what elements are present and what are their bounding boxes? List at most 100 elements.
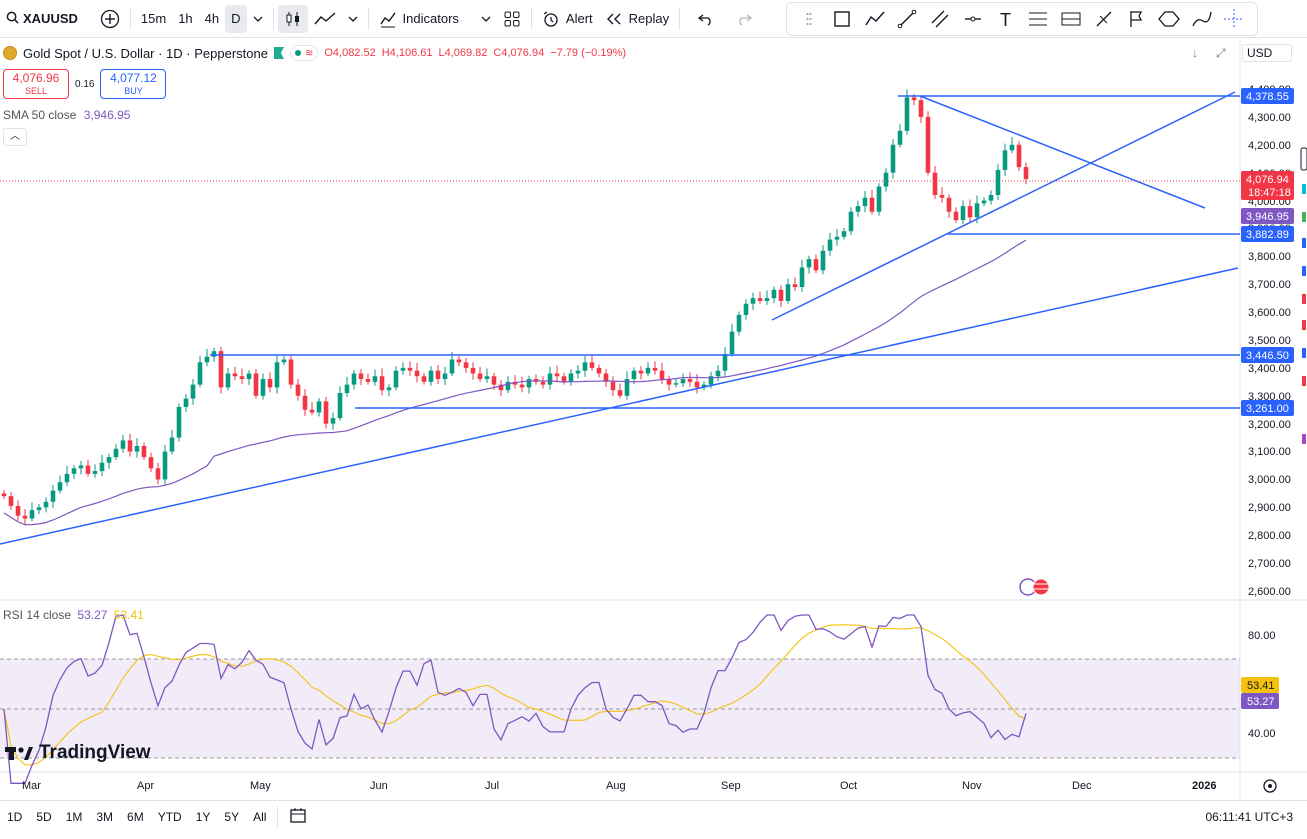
channel-tool-icon[interactable] [928, 7, 952, 31]
brush-tool-icon[interactable] [1190, 7, 1214, 31]
time-axis[interactable]: Mar Apr May Jun Jul Aug Sep Oct Nov Dec … [22, 780, 1216, 792]
candle-body [680, 379, 686, 384]
chart-legend: Gold Spot / U.S. Dollar · 1D · Peppersto… [3, 45, 626, 61]
range-5d[interactable]: 5D [36, 809, 52, 824]
trend-line-icon[interactable] [895, 7, 919, 31]
compare-symbol-button[interactable] [94, 5, 126, 33]
indicators-button[interactable]: Indicators [373, 5, 497, 33]
drag-handle[interactable] [797, 7, 821, 31]
range-3m[interactable]: 3M [96, 809, 114, 824]
horizontal-line-icon[interactable] [961, 7, 985, 31]
price-tags: 4,378.55 4,076.94 18:47:18 3,946.95 3,88… [1241, 88, 1294, 709]
indicators-icon [379, 12, 396, 27]
alert-button[interactable]: Alert [536, 5, 599, 33]
buy-button[interactable]: 4,077.12 BUY [100, 69, 167, 99]
tradingview-logo[interactable]: TradingView [5, 742, 151, 764]
tag-last-price: 4,076.94 [1246, 174, 1289, 186]
price-tick: 4,400.00 [1248, 84, 1291, 96]
candles-chart-type-button[interactable] [277, 4, 308, 33]
candle-body [778, 289, 784, 301]
rectangle-tool-icon[interactable] [830, 7, 854, 31]
candle-body [36, 507, 42, 511]
rsi-signal-line [3, 624, 1027, 766]
candle-body [988, 194, 994, 201]
fib-retracement-icon[interactable] [1026, 7, 1050, 31]
candle-body [155, 468, 161, 480]
interval-4h[interactable]: 4h [204, 11, 220, 26]
range-6m[interactable]: 6M [127, 809, 144, 824]
tradingview-logo-icon [5, 747, 33, 760]
rsi-legend[interactable]: RSI 14 close 53.27 53.41 [3, 608, 144, 622]
range-5y[interactable]: 5Y [224, 809, 240, 824]
sma-legend[interactable]: SMA 50 close 3,946.95 [3, 108, 130, 122]
triangle-upper-line[interactable] [919, 95, 1206, 209]
redo-button[interactable] [730, 5, 758, 33]
currency-select[interactable]: USD [1242, 44, 1292, 62]
candle-body [197, 362, 203, 385]
candle-body [918, 100, 924, 117]
tag-3261: 3,261.00 [1246, 403, 1289, 415]
line-chart-type-button[interactable] [308, 5, 342, 33]
candle-body [687, 379, 693, 382]
price-tick: 3,500.00 [1248, 335, 1291, 347]
candle-body [1023, 167, 1029, 180]
economic-events-icon[interactable] [1019, 578, 1050, 596]
undo-button[interactable] [692, 5, 720, 33]
range-ytd[interactable]: YTD [157, 809, 182, 824]
candle-body [393, 370, 399, 388]
replay-button[interactable]: Replay [599, 5, 675, 33]
interval-15m[interactable]: 15m [140, 11, 167, 26]
legend-title[interactable]: Gold Spot / U.S. Dollar · 1D · Peppersto… [23, 45, 268, 61]
candle-body [568, 373, 574, 382]
rsi-value: 53.27 [77, 608, 108, 622]
range-1y[interactable]: 1Y [195, 809, 211, 824]
candle-body [127, 440, 133, 452]
price-tick: 2,600.00 [1248, 586, 1291, 598]
clock[interactable]: 06:11:41 UTC+3 [1205, 810, 1294, 824]
layouts-button[interactable] [497, 5, 527, 33]
measure-tool-icon[interactable] [1092, 7, 1116, 31]
symbol-search[interactable]: XAUUSD [0, 5, 84, 33]
divider [367, 7, 369, 30]
gold-coin-icon [3, 46, 17, 60]
interval-1d[interactable]: D [225, 4, 247, 33]
crosshair-icon[interactable] [1222, 7, 1246, 31]
market-status-icon[interactable]: ≋ [289, 45, 319, 61]
price-axis[interactable]: 4,400.00 4,300.00 4,200.00 4,100.00 4,00… [1248, 84, 1291, 740]
candle-body [456, 359, 462, 363]
range-all[interactable]: All [253, 809, 267, 824]
flag-tool-icon[interactable] [1124, 7, 1148, 31]
candle-body [694, 381, 700, 388]
range-1d[interactable]: 1D [7, 809, 23, 824]
scroll-down-icon[interactable]: ↓ [1192, 46, 1198, 60]
candle-body [946, 197, 952, 212]
candles [1, 89, 1029, 525]
collapse-legend-button[interactable]: ︿ [3, 128, 27, 146]
candle-body [904, 97, 910, 131]
candle-body [890, 144, 896, 173]
date-range-icon[interactable] [1059, 7, 1083, 31]
long-trend-line[interactable] [0, 267, 1239, 545]
candle-body [939, 194, 945, 198]
alarm-clock-icon [543, 10, 558, 27]
candle-body [561, 376, 567, 382]
candle-body [1002, 150, 1008, 170]
interval-dropdown[interactable] [247, 5, 269, 33]
top-toolbar: XAUUSD 15m 1h 4h D Indicators Alert Repl… [0, 0, 1307, 38]
bookmark-flag-icon[interactable] [273, 47, 284, 59]
path-tool-icon[interactable] [863, 7, 887, 31]
go-to-date-button[interactable] [282, 806, 314, 827]
candle-body [771, 289, 777, 299]
time-settings-icon[interactable] [1263, 779, 1277, 793]
interval-1h[interactable]: 1h [178, 11, 193, 26]
range-1m[interactable]: 1M [65, 809, 83, 824]
sell-label: SELL [24, 86, 48, 96]
fullscreen-icon[interactable]: ⤢ [1216, 45, 1226, 60]
short-trend-line[interactable] [771, 91, 1236, 321]
sell-button[interactable]: 4,076.96 SELL [3, 69, 69, 99]
ellipse-tool-icon[interactable] [1157, 7, 1181, 31]
candle-body [43, 501, 49, 508]
chart-type-dropdown[interactable] [342, 5, 364, 33]
text-tool-icon[interactable]: T [994, 7, 1018, 31]
